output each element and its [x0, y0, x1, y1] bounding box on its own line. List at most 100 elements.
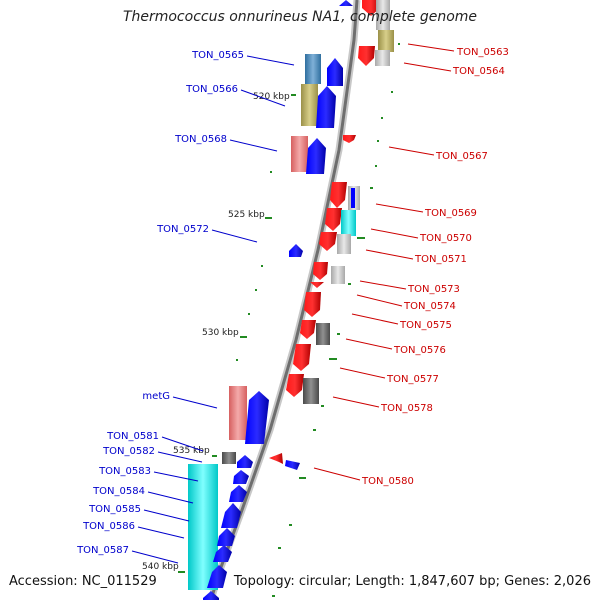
gene-box: [316, 323, 330, 345]
kbp-label-540: 540 kbp: [142, 562, 179, 572]
gene-label-ton-0577[interactable]: TON_0577: [386, 374, 439, 385]
gene-arrow: [207, 565, 227, 588]
gene-arrow: [358, 46, 375, 66]
gene-arrow: [304, 292, 321, 317]
gene-label-ton-0584[interactable]: TON_0584: [92, 486, 145, 497]
gene-box: [376, 0, 390, 30]
leader-line: [375, 203, 424, 213]
kbp-ticks: [178, 43, 400, 597]
leader-line: [339, 367, 386, 379]
genome-title: Thermococcus onnurineus NA1, complete ge…: [122, 9, 478, 25]
gene-label-ton-0572[interactable]: TON_0572: [156, 224, 209, 235]
gene-label-ton-0567[interactable]: TON_0567: [435, 151, 488, 162]
gene-label-ton-0571[interactable]: TON_0571: [414, 254, 467, 265]
gene-box: [303, 378, 319, 404]
leader-line: [313, 467, 361, 481]
leader-line: [246, 55, 295, 66]
gene-arrow: [306, 138, 326, 174]
gene-arrow: [325, 208, 342, 231]
leader-line: [388, 146, 435, 156]
gene-arrow: [289, 244, 303, 257]
leader-line: [153, 471, 199, 482]
gene-arrow: [319, 232, 337, 251]
gene-label-ton-0585[interactable]: TON_0585: [88, 504, 141, 515]
leader-line: [172, 396, 218, 409]
topology-text: Topology: circular; Length: 1,847,607 bp…: [233, 574, 591, 589]
leader-line: [143, 509, 190, 522]
gene-arrow: [213, 545, 232, 562]
gene-arrow: [293, 344, 311, 371]
gene-arrow: [269, 453, 283, 464]
gene-label-ton-0563[interactable]: TON_0563: [456, 47, 509, 58]
leader-line: [345, 338, 393, 350]
leader-line: [157, 451, 203, 463]
gene-arrow: [339, 0, 353, 6]
gene-arrow: [310, 282, 324, 288]
gene-arrow: [300, 320, 316, 339]
gene-label-ton-0582[interactable]: TON_0582: [102, 446, 155, 457]
gene-arrow: [285, 460, 300, 470]
leader-line: [407, 43, 455, 52]
gene-label-metg[interactable]: metG: [142, 391, 170, 402]
gene-label-ton-0570[interactable]: TON_0570: [419, 233, 472, 244]
gene-box: [291, 136, 308, 172]
gene-label-ton-0568[interactable]: TON_0568: [174, 134, 227, 145]
gene-arrow: [203, 591, 219, 600]
leader-line: [211, 229, 258, 243]
gene-arrow: [286, 374, 304, 397]
gene-label-ton-0587[interactable]: TON_0587: [76, 545, 129, 556]
gene-arrow: [316, 86, 336, 128]
accession-text: Accession: NC_011529: [9, 574, 157, 589]
gene-arrow: [327, 58, 343, 86]
gene-label-ton-0565[interactable]: TON_0565: [191, 50, 244, 61]
kbp-label-530: 530 kbp: [202, 328, 239, 338]
gene-arrow: [330, 182, 347, 208]
gene-label-ton-0576[interactable]: TON_0576: [393, 345, 446, 356]
leader-line: [229, 139, 278, 152]
forward-strand-genes: [188, 0, 353, 600]
kbp-label-535: 535 kbp: [173, 446, 210, 456]
gene-arrow: [362, 0, 380, 16]
leader-line: [359, 280, 407, 290]
gene-box: [351, 188, 355, 208]
gene-arrow: [343, 135, 356, 143]
leader-line: [356, 294, 403, 307]
gene-label-ton-0580[interactable]: TON_0580: [361, 476, 414, 487]
gene-arrow: [217, 528, 235, 546]
gene-box: [331, 266, 345, 284]
reverse-strand-genes: [269, 0, 394, 470]
leader-line: [332, 396, 380, 408]
gene-label-ton-0578[interactable]: TON_0578: [380, 403, 433, 414]
leader-line: [147, 491, 194, 504]
gene-arrow: [233, 470, 249, 484]
gene-box: [341, 210, 356, 236]
leader-line: [365, 249, 414, 260]
label-leaders: [131, 43, 455, 564]
gene-label-ton-0566[interactable]: TON_0566: [185, 84, 238, 95]
gene-label-ton-0573[interactable]: TON_0573: [407, 284, 460, 295]
leader-line: [370, 228, 419, 239]
gene-label-ton-0569[interactable]: TON_0569: [424, 208, 477, 219]
leader-line: [240, 89, 286, 107]
gene-box: [305, 54, 321, 84]
gene-label-ton-0574[interactable]: TON_0574: [403, 301, 456, 312]
gene-box: [222, 452, 236, 464]
gene-box: [378, 30, 394, 52]
leader-line: [137, 526, 185, 539]
gene-box: [301, 84, 318, 126]
kbp-label-520: 520 kbp: [253, 92, 290, 102]
gene-arrow: [245, 391, 269, 444]
gene-label-ton-0583[interactable]: TON_0583: [98, 466, 151, 477]
leader-line: [131, 550, 179, 564]
gene-label-ton-0586[interactable]: TON_0586: [82, 521, 135, 532]
gene-arrow: [229, 485, 247, 502]
gene-arrow: [313, 262, 328, 280]
gene-label-ton-0575[interactable]: TON_0575: [399, 320, 452, 331]
leader-line: [403, 62, 452, 72]
leader-line: [351, 313, 399, 325]
gene-arrow: [237, 455, 253, 468]
gene-label-ton-0564[interactable]: TON_0564: [452, 66, 505, 77]
gene-arrow: [221, 503, 241, 528]
gene-label-ton-0581[interactable]: TON_0581: [106, 431, 159, 442]
